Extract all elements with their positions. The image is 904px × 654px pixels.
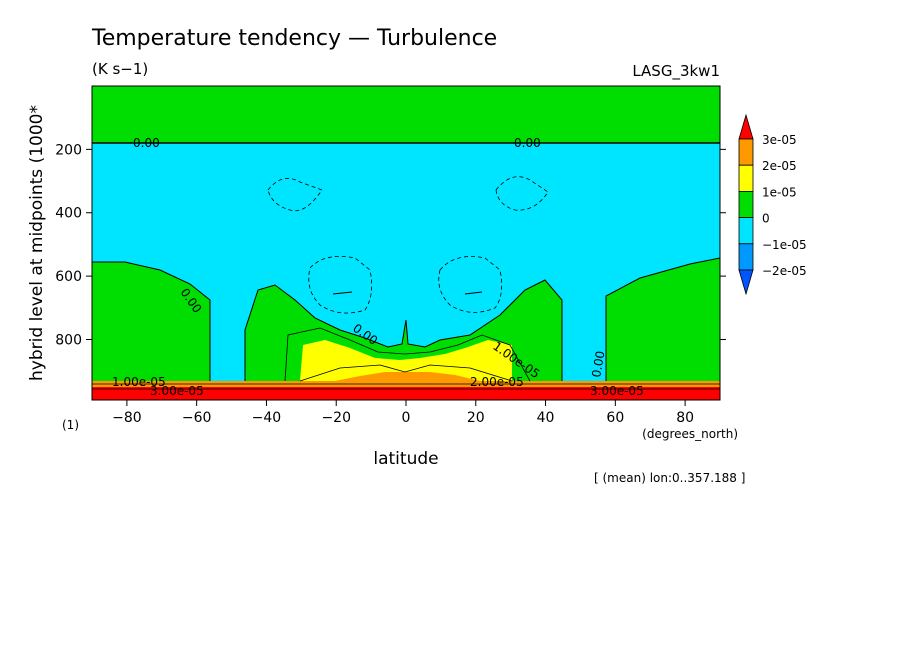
- zero-contour-right: [605, 257, 720, 381]
- units-label: (K s−1): [92, 60, 148, 78]
- colorbar-arrow-bottom: [738, 269, 754, 296]
- x-units-label: (degrees_north): [642, 427, 738, 441]
- x-axis: −80 −60 −40 −20 0 20 40 60 80: [112, 400, 694, 426]
- colorbar-swatch: [738, 138, 754, 166]
- zero-contour-center: [244, 279, 563, 381]
- colorbar: 3e-05 2e-05 1e-05 0 −1e-05 −2e-05: [738, 113, 807, 296]
- contour-inner-1: [299, 364, 513, 382]
- y-tick-label: 400: [55, 206, 82, 222]
- y-axis: 200 400 600 800: [55, 142, 726, 348]
- colorbar-label: 0: [762, 212, 770, 226]
- contour-label: 0.00: [514, 136, 541, 150]
- neg-contour-upper-right: [495, 176, 549, 211]
- region-max-positive: [92, 387, 720, 400]
- region-mid-positive: [300, 340, 512, 381]
- chart-title: Temperature tendency — Turbulence: [91, 26, 497, 51]
- contour-label: 0.00: [589, 350, 607, 379]
- colorbar-label: −1e-05: [762, 238, 807, 252]
- colorbar-label: 3e-05: [762, 133, 797, 147]
- y-tick-label: 800: [55, 332, 82, 348]
- x-tick-label: −40: [252, 410, 282, 426]
- y-axis-title: hybrid level at midpoints (1000*: [27, 105, 47, 381]
- region-high-positive-mid: [335, 372, 480, 381]
- colorbar-label: −2e-05: [762, 264, 807, 278]
- x-tick-label: 0: [402, 410, 411, 426]
- y-tick-label: 200: [55, 142, 82, 158]
- x-axis-title: latitude: [373, 449, 438, 469]
- colorbar-swatch: [738, 243, 754, 271]
- contour-label: 0.00: [133, 136, 160, 150]
- contour-label: 1.00e-05: [112, 375, 166, 389]
- colorbar-swatch: [738, 190, 754, 218]
- x-tick-label: 80: [676, 410, 694, 426]
- neg-contour-small-left: [332, 291, 353, 295]
- x-tick-label: 20: [467, 410, 485, 426]
- colorbar-label: 1e-05: [762, 185, 797, 199]
- neg-contour-mid-right: [438, 256, 503, 313]
- region-negative-small: [92, 143, 720, 381]
- y-tick-label: 600: [55, 269, 82, 285]
- neg-contour-mid-left: [308, 255, 373, 314]
- y-units-label: (1): [62, 418, 79, 432]
- contour-label: 3.00e-05: [150, 384, 204, 398]
- x-tick-label: 40: [537, 410, 555, 426]
- neg-contour-small-right: [464, 291, 483, 295]
- x-tick-label: 60: [606, 410, 624, 426]
- colorbar-label: 2e-05: [762, 159, 797, 173]
- colorbar-swatch: [738, 217, 754, 245]
- zero-contour-left: [92, 261, 211, 381]
- x-tick-label: −60: [182, 410, 212, 426]
- x-tick-label: −20: [321, 410, 351, 426]
- colorbar-swatch: [738, 164, 754, 192]
- colorbar-arrow-top: [738, 113, 754, 140]
- mean-note: [ (mean) lon:0..357.188 ]: [594, 471, 745, 485]
- contour-label: 2.00e-05: [470, 375, 524, 389]
- contour-1e-05: [284, 327, 531, 382]
- neg-contour-upper-left: [267, 178, 323, 212]
- plot-area: 0.00 0.00 0.00 0.00 0.00 1.00e-05 1.00e-…: [92, 86, 720, 400]
- contour-label: 3.00e-05: [590, 384, 644, 398]
- dataset-label: LASG_3kw1: [632, 62, 720, 81]
- x-tick-label: −80: [112, 410, 142, 426]
